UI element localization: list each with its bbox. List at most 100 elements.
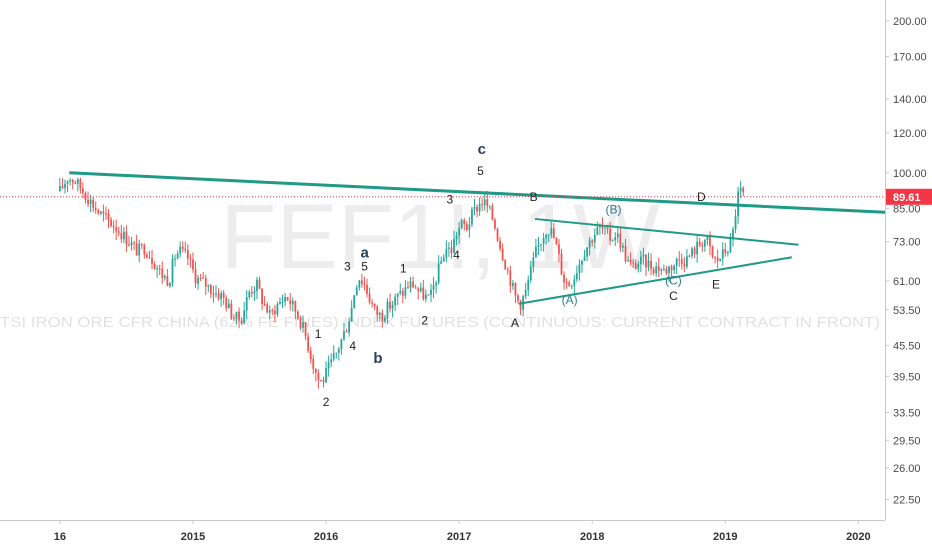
candle-body xyxy=(312,359,315,369)
candle-body xyxy=(527,280,530,290)
candle-body xyxy=(609,228,612,241)
candle-body xyxy=(645,254,647,268)
candle-body xyxy=(437,263,440,283)
candle-body xyxy=(307,336,310,351)
candle-body xyxy=(483,199,486,206)
candle-body xyxy=(94,208,97,211)
candle-body xyxy=(281,301,284,303)
candle-body xyxy=(711,246,714,257)
candle-body xyxy=(481,203,484,206)
time-tick-label: 16 xyxy=(54,531,66,543)
candle-body xyxy=(268,310,271,313)
candle-body xyxy=(343,331,345,340)
price-tick-label: 26.00 xyxy=(893,463,921,475)
candle-body xyxy=(491,206,494,220)
candle-body xyxy=(297,311,299,319)
candle-body xyxy=(637,264,640,269)
candle-body xyxy=(478,203,481,212)
candle-body xyxy=(732,229,734,238)
candle-body xyxy=(286,297,289,301)
candle-body xyxy=(739,187,742,192)
candle-body xyxy=(686,256,688,267)
price-axis[interactable]: 200.00 170.00 140.00 120.00 100.00 85.00 73.00… xyxy=(885,0,932,550)
candle-body xyxy=(146,254,148,258)
candle-body xyxy=(716,257,719,261)
candle-body xyxy=(706,236,709,241)
candle-body xyxy=(66,181,69,184)
candle-body xyxy=(337,349,340,353)
candle-body xyxy=(71,179,74,183)
candle-body xyxy=(238,311,240,321)
candle-body xyxy=(593,234,596,243)
candle-body xyxy=(662,268,665,270)
candle-body xyxy=(248,291,251,298)
candle-body xyxy=(179,246,182,254)
candle-body xyxy=(99,211,102,214)
candle-body xyxy=(604,227,606,229)
candle-body xyxy=(409,281,412,288)
candle-body xyxy=(358,280,361,288)
trendline-triangle-top[interactable] xyxy=(534,217,799,246)
last-price-label: 89.61 xyxy=(893,192,921,204)
candle-body xyxy=(386,301,389,318)
time-tick-label: 2016 xyxy=(314,531,338,543)
candle-body xyxy=(209,285,212,295)
candle-body xyxy=(714,256,716,258)
candle-body xyxy=(133,242,136,244)
candle-body xyxy=(117,231,120,233)
wave-label: 4 xyxy=(453,248,460,262)
candle-body xyxy=(529,266,532,281)
candle-body xyxy=(389,301,391,309)
candle-body xyxy=(660,269,663,271)
time-axis[interactable]: 16 2015 2016 2017 2018 2019 2020 xyxy=(0,520,932,550)
candle-body xyxy=(61,185,64,188)
candle-body xyxy=(273,310,276,315)
candle-body xyxy=(511,283,514,286)
candle-body xyxy=(348,321,350,333)
candle-body xyxy=(184,248,187,250)
candle-body xyxy=(366,284,368,294)
candle-body xyxy=(330,359,333,363)
candle-body xyxy=(693,248,696,255)
candle-body xyxy=(64,183,66,188)
candlestick-series xyxy=(58,177,745,389)
candle-body xyxy=(537,244,540,247)
candle-body xyxy=(360,280,363,285)
candle-body xyxy=(174,258,176,260)
candle-body xyxy=(122,231,125,240)
candle-body xyxy=(396,293,399,297)
candle-body xyxy=(363,284,366,286)
candle-body xyxy=(143,245,146,255)
candle-body xyxy=(399,290,402,294)
trendlines xyxy=(69,171,886,305)
candle-body xyxy=(304,322,307,337)
candle-body xyxy=(58,185,61,192)
trendline-upper-neckline[interactable] xyxy=(69,171,886,214)
candle-body xyxy=(703,240,706,247)
wave-label: (A) xyxy=(562,293,578,307)
candle-body xyxy=(691,248,693,256)
candle-body xyxy=(125,231,128,245)
candle-body xyxy=(422,287,425,300)
wave-label: A xyxy=(511,316,519,330)
candle-body xyxy=(647,260,650,268)
wave-label: 4 xyxy=(349,339,356,353)
candle-body xyxy=(212,294,215,296)
candle-body xyxy=(414,287,417,289)
candle-body xyxy=(726,252,729,254)
candle-body xyxy=(335,352,338,354)
candle-body xyxy=(350,307,353,322)
candle-body xyxy=(355,287,358,296)
candle-body xyxy=(721,249,724,259)
trendline-triangle-bottom[interactable] xyxy=(518,256,793,305)
candle-body xyxy=(271,310,274,312)
candle-body xyxy=(670,266,673,271)
candle-body xyxy=(302,322,304,328)
candle-body xyxy=(519,300,522,310)
candle-body xyxy=(683,264,686,267)
candle-body xyxy=(327,362,330,369)
candle-body xyxy=(376,306,379,315)
